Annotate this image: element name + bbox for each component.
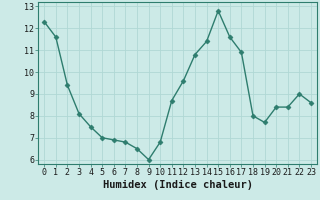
X-axis label: Humidex (Indice chaleur): Humidex (Indice chaleur) (103, 180, 252, 190)
